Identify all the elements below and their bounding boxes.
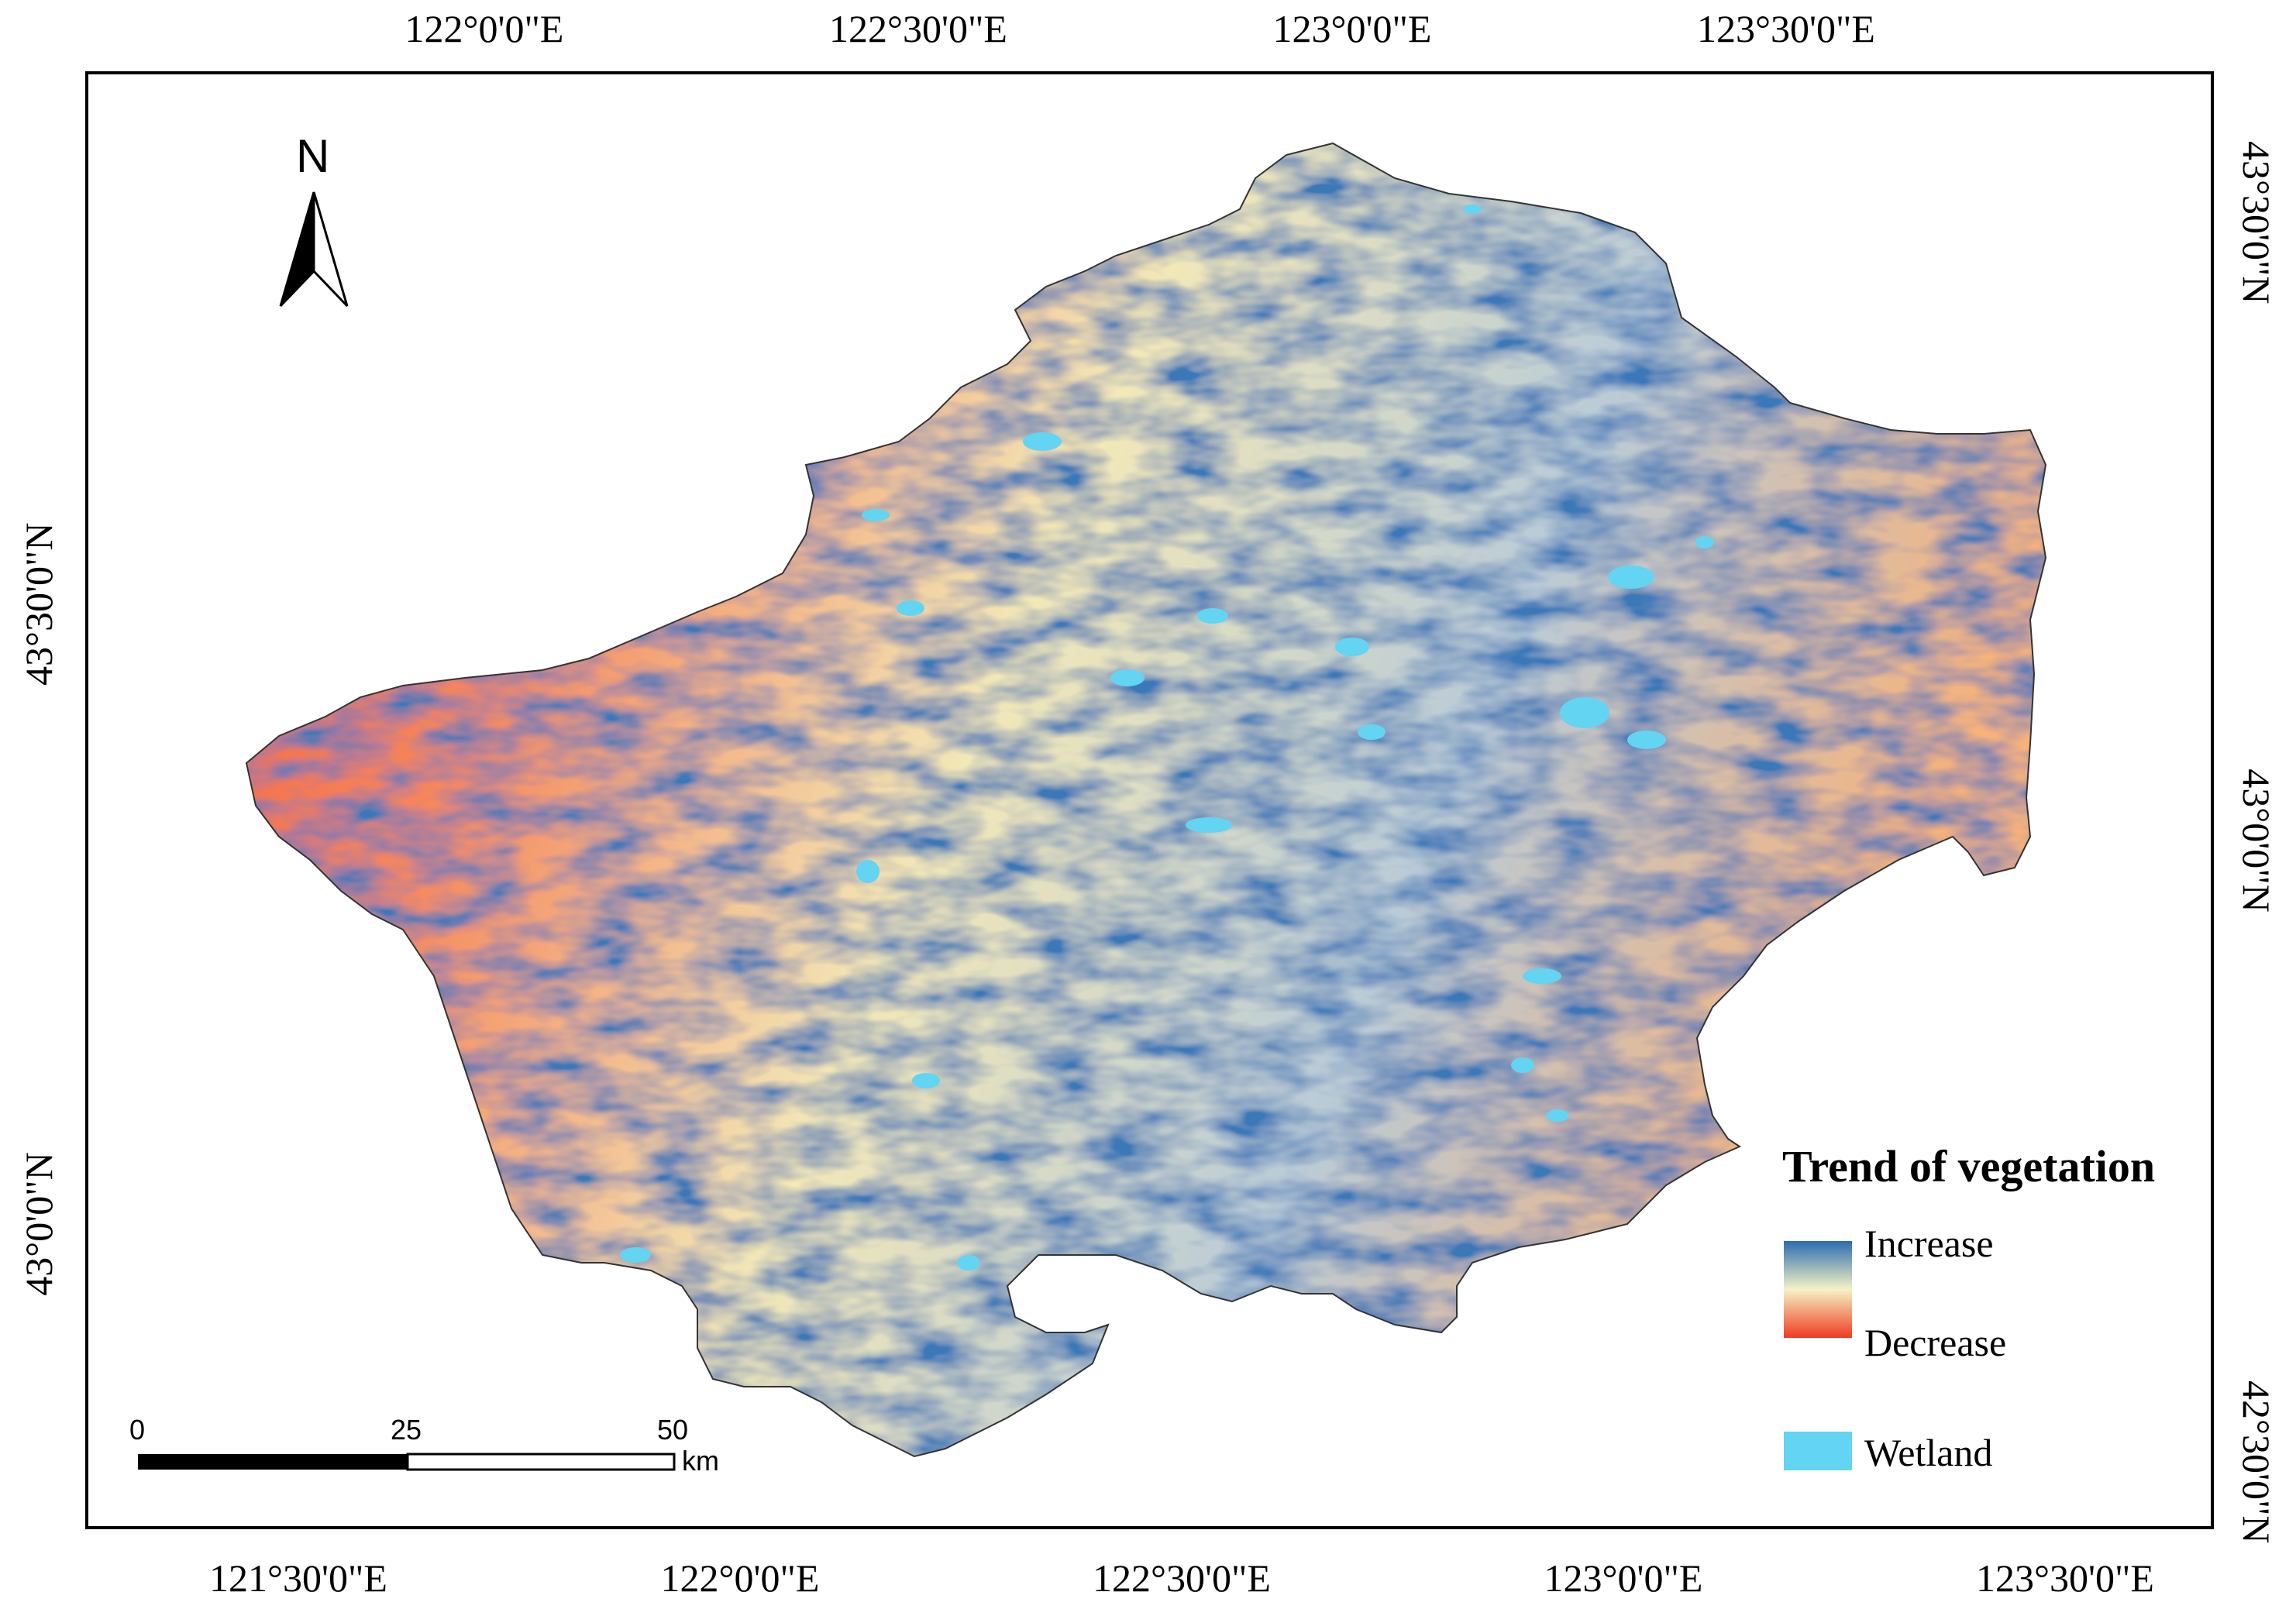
scale-label-25: 25 [391, 1414, 422, 1446]
legend-title: Trend of vegetation [1782, 1141, 2156, 1191]
scale-label-50: 50 [657, 1414, 689, 1446]
north-label: N [296, 130, 330, 182]
legend-decrease-label: Decrease [1864, 1321, 2007, 1364]
top-tick-label: 123°30'0"E [1697, 7, 1875, 50]
north-arrow-icon [279, 191, 349, 308]
bottom-tick-label: 122°30'0"E [1093, 1556, 1271, 1600]
map-frame [85, 71, 2214, 1529]
legend-increase-label: Increase [1864, 1222, 1994, 1265]
legend-gradient-swatch [1784, 1241, 1852, 1338]
scale-bar [138, 1453, 676, 1471]
bottom-tick-label: 122°0'0"E [660, 1556, 820, 1600]
top-tick-label: 123°0'0"E [1272, 7, 1432, 50]
scale-unit: km [682, 1445, 719, 1477]
top-tick-label: 122°30'0"E [829, 7, 1007, 50]
bottom-tick-label: 123°30'0"E [1976, 1556, 2154, 1600]
wetland-patches [620, 205, 1714, 1270]
scale-label-0: 0 [129, 1414, 146, 1446]
bottom-tick-label: 121°30'0"E [209, 1556, 387, 1600]
legend-wetland-swatch [1784, 1432, 1852, 1470]
legend-wetland-label: Wetland [1864, 1431, 1993, 1474]
vegetation-trend-region [246, 143, 2046, 1457]
bottom-tick-label: 123°0'0"E [1544, 1556, 1703, 1600]
top-tick-label: 122°0'0"E [404, 7, 564, 50]
